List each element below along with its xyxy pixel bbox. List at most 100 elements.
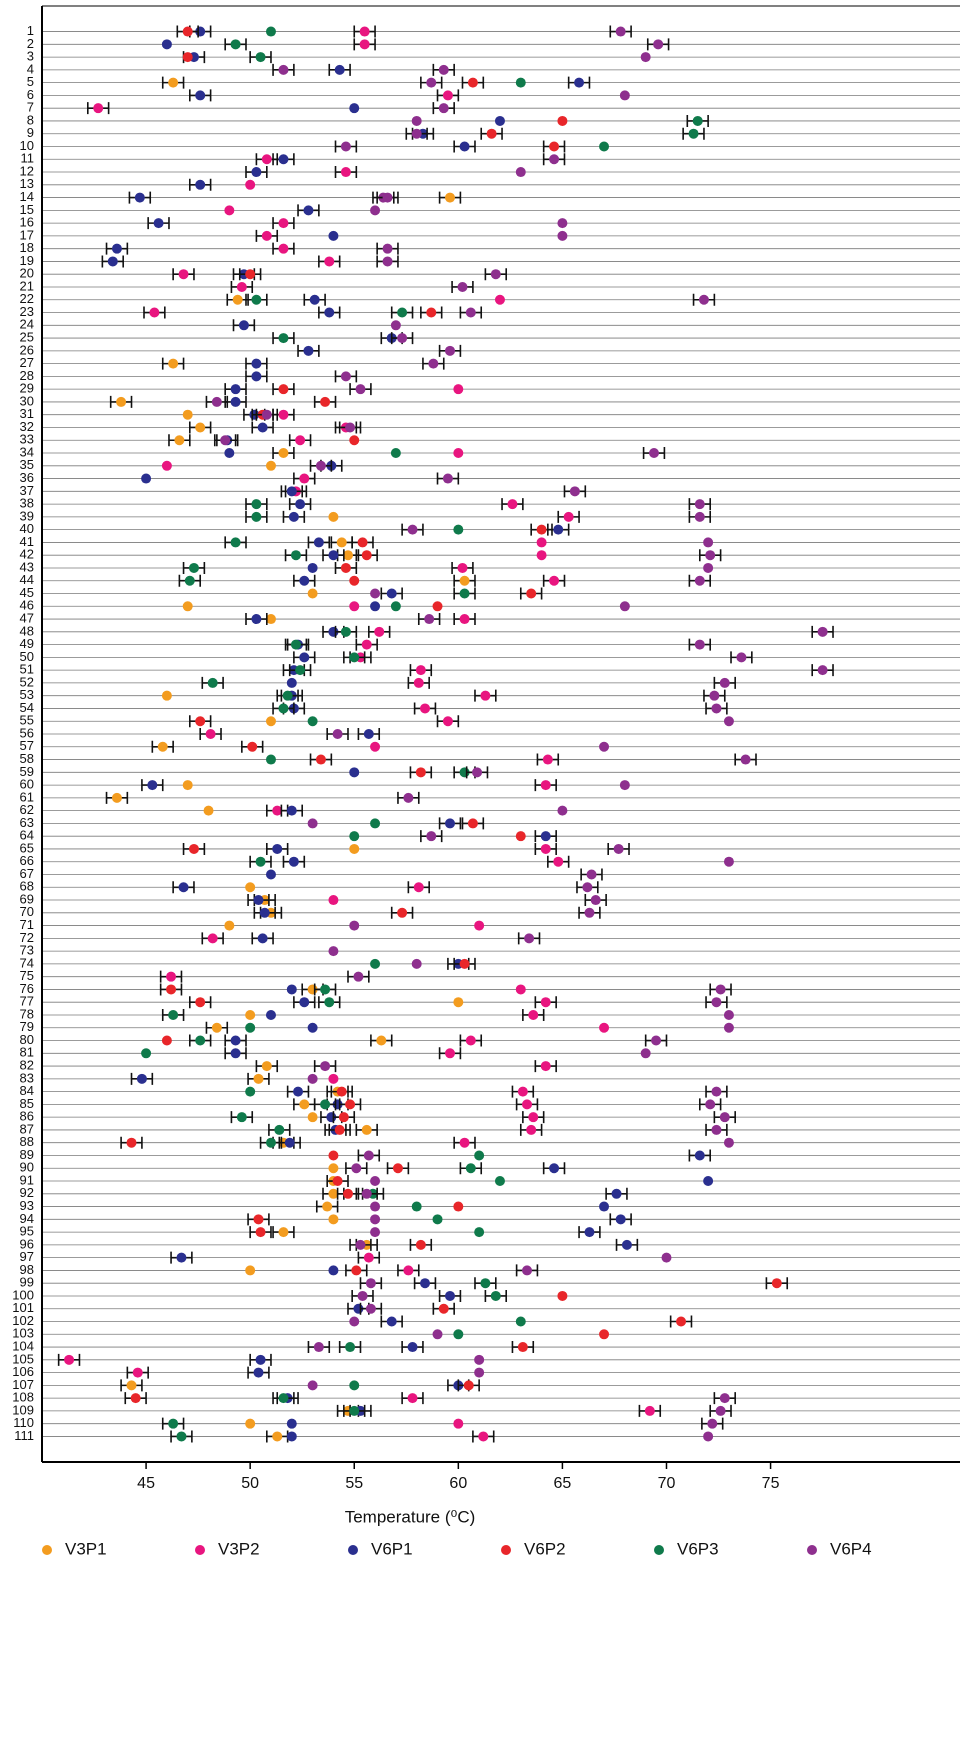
point xyxy=(361,1188,372,1199)
point xyxy=(494,1176,505,1187)
point xyxy=(340,141,351,152)
point xyxy=(540,1061,551,1072)
point xyxy=(265,460,276,471)
point xyxy=(370,1227,381,1238)
point xyxy=(126,1137,137,1148)
point xyxy=(723,856,734,867)
point xyxy=(536,524,547,535)
point xyxy=(719,1112,730,1123)
point xyxy=(261,230,272,241)
point xyxy=(272,1431,283,1442)
point xyxy=(390,320,401,331)
y-tick-label: 109 xyxy=(12,1402,34,1417)
y-tick-label: 18 xyxy=(20,240,34,255)
y-tick-label: 60 xyxy=(20,777,34,792)
y-tick-label: 107 xyxy=(12,1377,34,1392)
y-tick-label: 28 xyxy=(20,368,34,383)
point xyxy=(413,882,424,893)
point xyxy=(486,128,497,139)
point xyxy=(365,1303,376,1314)
point xyxy=(370,741,381,752)
point xyxy=(407,524,418,535)
point xyxy=(698,294,709,305)
point xyxy=(599,741,610,752)
point xyxy=(286,805,297,816)
y-tick-label: 89 xyxy=(20,1147,34,1162)
y-tick-label: 30 xyxy=(20,393,34,408)
y-tick-label: 80 xyxy=(20,1032,34,1047)
x-tick-label: 45 xyxy=(137,1475,155,1492)
y-tick-label: 49 xyxy=(20,636,34,651)
point xyxy=(349,601,360,612)
point xyxy=(166,984,177,995)
y-tick-label: 58 xyxy=(20,751,34,766)
point xyxy=(694,499,705,510)
point xyxy=(251,614,262,625)
point xyxy=(411,115,422,126)
point xyxy=(465,1163,476,1174)
point xyxy=(438,64,449,75)
point xyxy=(370,588,381,599)
y-tick-label: 13 xyxy=(20,176,34,191)
point xyxy=(265,614,276,625)
y-tick-label: 56 xyxy=(20,725,34,740)
y-tick-label: 84 xyxy=(20,1083,34,1098)
y-tick-label: 101 xyxy=(12,1300,34,1315)
point xyxy=(420,1278,431,1289)
point xyxy=(703,537,714,548)
y-tick-label: 88 xyxy=(20,1134,34,1149)
point xyxy=(349,103,360,114)
point xyxy=(307,588,318,599)
point xyxy=(328,1163,339,1174)
point xyxy=(278,243,289,254)
point xyxy=(349,920,360,931)
point xyxy=(445,1290,455,1301)
point xyxy=(723,716,734,727)
y-tick-label: 12 xyxy=(20,163,34,178)
point xyxy=(426,307,437,318)
point xyxy=(253,1073,264,1084)
x-tick-label: 60 xyxy=(449,1475,467,1492)
point xyxy=(195,179,206,190)
y-tick-label: 4 xyxy=(27,61,34,76)
point xyxy=(480,690,491,701)
legend-label: V6P1 xyxy=(371,1539,413,1558)
y-tick-label: 62 xyxy=(20,802,34,817)
point xyxy=(386,1316,397,1327)
y-tick-label: 86 xyxy=(20,1109,34,1124)
point xyxy=(295,499,306,510)
point xyxy=(363,1252,374,1263)
point xyxy=(299,1099,310,1110)
point xyxy=(315,754,326,765)
point xyxy=(397,333,408,344)
point xyxy=(251,371,262,382)
point xyxy=(459,958,470,969)
point xyxy=(157,741,168,752)
point xyxy=(251,294,262,305)
point xyxy=(445,192,455,203)
point xyxy=(370,1176,381,1187)
point xyxy=(230,396,241,407)
point xyxy=(230,537,241,548)
point xyxy=(540,843,551,854)
point xyxy=(309,294,320,305)
point xyxy=(621,1239,632,1250)
point xyxy=(415,665,426,676)
point xyxy=(490,269,501,280)
point xyxy=(278,384,289,395)
point xyxy=(161,690,172,701)
y-tick-label: 53 xyxy=(20,687,34,702)
point xyxy=(220,435,231,446)
point xyxy=(711,1124,722,1135)
y-tick-label: 47 xyxy=(20,610,34,625)
point xyxy=(599,141,610,152)
point xyxy=(771,1278,782,1289)
point xyxy=(320,984,331,995)
point xyxy=(307,1380,318,1391)
point xyxy=(459,614,470,625)
y-tick-label: 25 xyxy=(20,330,34,345)
point xyxy=(370,601,381,612)
point xyxy=(184,575,195,586)
point xyxy=(278,409,289,420)
point xyxy=(168,1009,179,1020)
